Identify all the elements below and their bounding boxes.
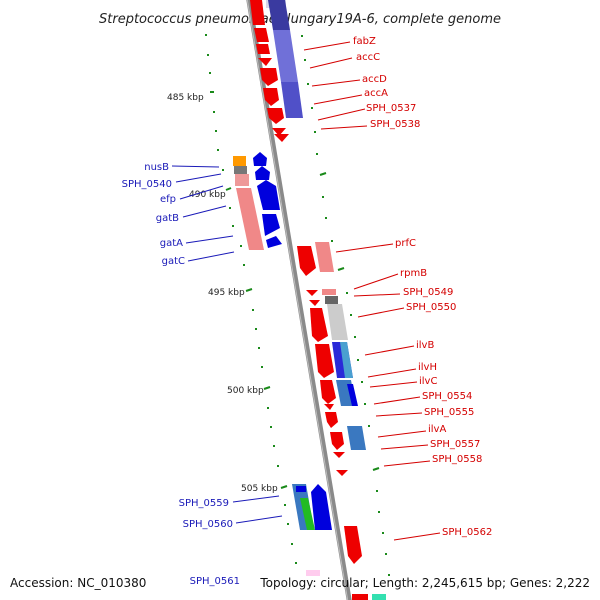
gene-label-sph0540: SPH_0540 [122, 179, 172, 190]
gene-label-ilvH: ilvH [418, 362, 437, 373]
left-leader-lines [171, 165, 283, 524]
gene-label-sph0559: SPH_0559 [179, 498, 229, 509]
left-tick-track [205, 34, 297, 564]
gene-block-top [250, 0, 303, 142]
gene-label-sph0538: SPH_0538 [370, 119, 420, 130]
gene-block-ilv [315, 342, 366, 476]
scale-label-485: 485 kbp [167, 93, 204, 103]
gene-label-sph0555: SPH_0555 [424, 407, 474, 418]
gene-label-gatA: gatA [160, 238, 183, 249]
gene-label-fabZ: fabZ [353, 36, 376, 47]
scale-label-495: 495 kbp [208, 288, 245, 298]
gene-label-gatB: gatB [156, 213, 179, 224]
map-title: Streptococcus pneumoniae Hungary19A-6, c… [99, 12, 501, 27]
gene-label-ilvC: ilvC [419, 376, 437, 387]
gene-label-rpmB: rpmB [400, 268, 427, 279]
gene-block-sph0559 [292, 484, 362, 564]
gene-label-sph0560: SPH_0560 [183, 519, 233, 530]
gene-label-sph0558: SPH_0558 [432, 454, 482, 465]
gene-label-prfC: prfC [395, 238, 416, 249]
right-tick-track [301, 35, 390, 576]
scale-label-500: 500 kbp [227, 386, 264, 396]
gene-block-bottom [306, 570, 386, 600]
accession-text: Accession: NC_010380 [10, 576, 146, 590]
gene-block-prfC [297, 242, 348, 342]
gene-label-accD: accD [362, 74, 387, 85]
gene-label-gatC: gatC [162, 256, 185, 267]
gene-label-sph0554: SPH_0554 [422, 391, 472, 402]
gene-label-accC: accC [356, 52, 380, 63]
gene-label-sph0537: SPH_0537 [366, 103, 416, 114]
gene-label-accA: accA [364, 88, 388, 99]
gene-label-sph0550: SPH_0550 [406, 302, 456, 313]
gene-label-efp: efp [160, 194, 176, 205]
gene-label-sph0561: SPH_0561 [190, 576, 240, 587]
gene-label-ilvB: ilvB [416, 340, 434, 351]
scale-label-490: 490 kbp [189, 190, 226, 200]
gene-label-ilvA: ilvA [428, 424, 446, 435]
genome-summary-text: Topology: circular; Length: 2,245,615 bp… [259, 576, 590, 590]
scale-label-505: 505 kbp [241, 484, 278, 494]
right-leader-lines [303, 41, 441, 541]
gene-block-gat [233, 152, 282, 250]
gene-label-nusB: nusB [144, 162, 169, 173]
gene-label-sph0562: SPH_0562 [442, 527, 492, 538]
gene-label-sph0557: SPH_0557 [430, 439, 480, 450]
gene-label-sph0549: SPH_0549 [403, 287, 453, 298]
